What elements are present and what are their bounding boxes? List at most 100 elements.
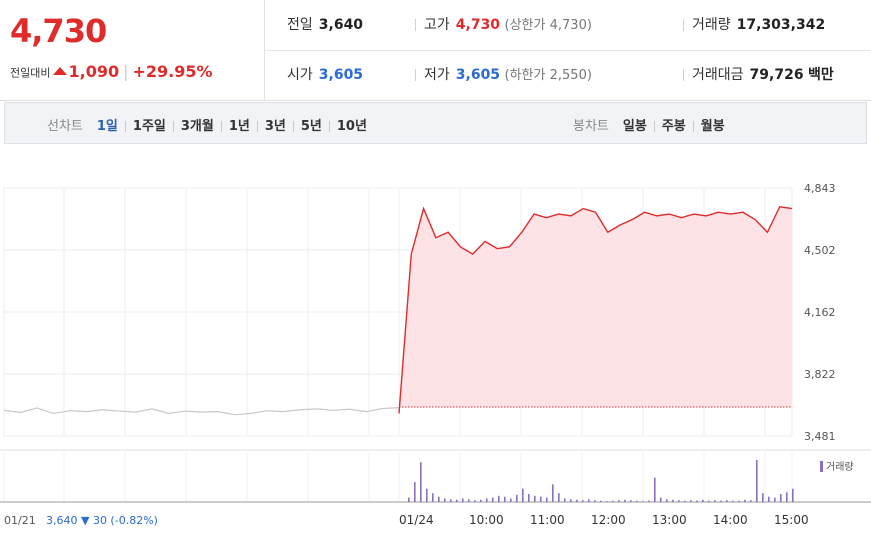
volume-bar [774, 497, 776, 502]
high-price: 고가 4,730 (상한가 4,730) [415, 14, 592, 34]
volume-bar [720, 500, 722, 502]
volume-bar [504, 496, 506, 502]
open-price: 시가 3,605 [287, 67, 364, 83]
tab-3y[interactable]: 3년 [264, 119, 286, 134]
volume-bar [684, 500, 686, 502]
up-arrow-icon [53, 67, 68, 75]
y-tick-label: 4,162 [804, 306, 836, 319]
change-value: 1,090 [68, 62, 120, 81]
volume-bar [678, 500, 680, 502]
volume-bar [432, 493, 434, 502]
stats-table: 전일 3,640 고가 4,730 (상한가 4,730) 거래량 17,303,34… [265, 0, 871, 100]
volume-bar [420, 462, 422, 502]
volume-bar [450, 499, 452, 502]
volume-bar [516, 494, 518, 502]
volume-bar [564, 498, 566, 502]
volume-bar [768, 496, 770, 502]
tab-weekly-candle[interactable]: 주봉 [661, 119, 686, 134]
volume-bar [438, 496, 440, 502]
stats-row: 시가 3,605 저가 3,605 (하한가 2,550) 거래대금 79,726 백… [265, 50, 871, 100]
tab-daily-candle[interactable]: 일봉 [622, 119, 647, 134]
volume-bar [444, 498, 446, 502]
volume-bar [756, 460, 758, 502]
volume-bar [696, 500, 698, 502]
tab-1y[interactable]: 1년 [228, 119, 250, 134]
volume-bar [492, 497, 494, 502]
volume-bar [702, 499, 704, 502]
quote-header: 4,730 전일대비 1,090 | +29.95% 전일 3,640 고가 4,730 … [0, 0, 871, 101]
volume-bar [456, 499, 458, 502]
stats-row: 전일 3,640 고가 4,730 (상한가 4,730) 거래량 17,303,34… [265, 0, 871, 51]
volume-bar [786, 492, 788, 502]
volume-bar [648, 500, 650, 502]
volume-bar [528, 494, 530, 502]
volume-bar [708, 500, 710, 502]
volume-bar [744, 499, 746, 502]
volume-bar [486, 498, 488, 502]
volume-bar [666, 499, 668, 502]
change-percent: +29.95% [132, 62, 213, 81]
volume-bar [582, 500, 584, 502]
tab-3m[interactable]: 3개월 [180, 119, 214, 134]
volume-bar [570, 499, 572, 502]
volume-bar [468, 499, 470, 502]
volume-legend-marker [820, 461, 823, 472]
volume-bar [510, 498, 512, 502]
volume-bar [630, 500, 632, 502]
tab-1w[interactable]: 1주일 [132, 119, 166, 134]
volume-bar [672, 499, 674, 502]
price-summary: 4,730 전일대비 1,090 | +29.95% [0, 0, 265, 100]
tab-10y[interactable]: 10년 [336, 119, 367, 134]
volume-bar [726, 500, 728, 502]
x-tick-label: 01/24 [399, 513, 434, 527]
candle-chart-tabs: 봉차트 일봉 주봉 월봉 [573, 115, 725, 134]
prev-day-date: 01/21 [4, 514, 36, 527]
tab-monthly-candle[interactable]: 월봉 [700, 119, 725, 134]
volume-bar [612, 500, 614, 502]
change-label: 전일대비 [10, 66, 51, 80]
volume-bar [540, 496, 542, 502]
x-tick-label: 11:00 [530, 513, 565, 527]
divider: | [123, 62, 129, 81]
current-price: 4,730 [10, 12, 107, 50]
y-tick-label: 4,502 [804, 244, 836, 257]
low-price: 저가 3,605 (하한가 2,550) [415, 64, 592, 84]
price-chart: 4,843 4,502 4,162 3,822 3,481 거래량 01/24 10:00 11… [0, 182, 871, 527]
volume-bar [594, 500, 596, 502]
volume-bar [498, 495, 500, 502]
x-tick-label: 13:00 [652, 513, 687, 527]
line-chart-label: 선차트 [47, 119, 83, 134]
volume-bar [600, 500, 602, 502]
volume-bar [792, 488, 794, 502]
volume-bar [588, 499, 590, 502]
trade-value: 거래대금 79,726 백만 [683, 64, 834, 84]
line-chart-tabs: 선차트 1일 1주일 3개월 1년 3년 5년 10년 [47, 115, 367, 134]
volume-bar [636, 500, 638, 502]
price-area [399, 206, 792, 414]
tab-1d[interactable]: 1일 [96, 119, 118, 134]
volume-bar [576, 499, 578, 502]
volume-bar [660, 497, 662, 502]
x-tick-label: 12:00 [591, 513, 626, 527]
candle-chart-label: 봉차트 [573, 119, 609, 134]
volume-bar [780, 494, 782, 502]
volume-bar [642, 501, 644, 502]
tab-5y[interactable]: 5년 [300, 119, 322, 134]
y-tick-label: 4,843 [804, 182, 836, 195]
volume-bar [714, 500, 716, 502]
y-tick-label: 3,481 [804, 430, 836, 443]
volume-bar [474, 500, 476, 502]
prev-day-line [3, 407, 400, 416]
volume-bar [426, 488, 428, 502]
volume-legend-label: 거래량 [826, 461, 854, 473]
prev-day-summary: 3,640 ▼ 30 (-0.82%) [46, 514, 158, 527]
volume-bar [462, 498, 464, 502]
y-tick-label: 3,822 [804, 368, 836, 381]
chart-tab-bar: 선차트 1일 1주일 3개월 1년 3년 5년 10년 봉차트 일봉 주봉 월봉 [4, 102, 867, 144]
x-tick-label: 15:00 [774, 513, 809, 527]
volume-bar [546, 497, 548, 502]
volume-bar [552, 484, 554, 502]
volume-bar [414, 482, 416, 502]
volume-bar [606, 501, 608, 502]
volume-bar [654, 477, 656, 502]
